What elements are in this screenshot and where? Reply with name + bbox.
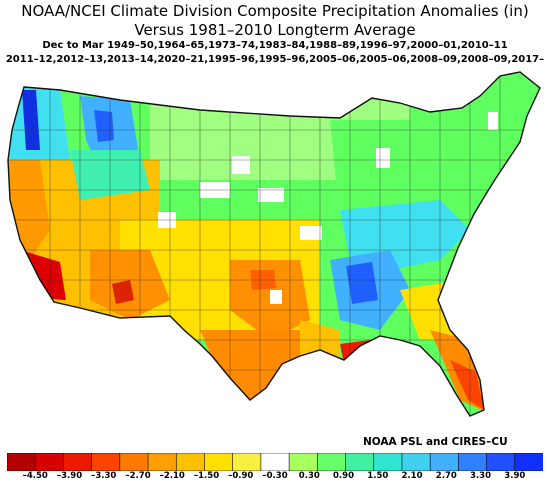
legend-tick-label: 1.50 bbox=[367, 471, 389, 481]
legend-tick-label: –3.90 bbox=[56, 471, 83, 481]
precipitation-anomaly-map bbox=[7, 71, 541, 417]
map-subtitle-line1: Dec to Mar 1949–50,1964–65,1973–74,1983–… bbox=[42, 40, 508, 51]
south-florida-red bbox=[450, 360, 484, 410]
mississippi-dark-blue bbox=[346, 262, 378, 304]
legend-swatch bbox=[34, 453, 65, 471]
arizona-red-patch bbox=[112, 280, 134, 304]
map-title-line1: NOAA/NCEI Climate Division Composite Pre… bbox=[21, 2, 529, 20]
color-legend bbox=[7, 453, 543, 471]
legend-swatch bbox=[232, 453, 262, 471]
legend-tick-label: –1.50 bbox=[193, 471, 220, 481]
legend-tick-label: –3.30 bbox=[91, 471, 117, 481]
legend-swatch bbox=[63, 453, 93, 471]
legend-tick-label: 3.90 bbox=[504, 471, 526, 481]
legend-tick-label: –4.50 bbox=[22, 471, 48, 481]
legend-swatch bbox=[260, 453, 290, 471]
map-subtitle-line2: 2011–12,2012–13,2013–14,2020–21,1995–96,… bbox=[5, 54, 545, 65]
legend-tick-label: –0.90 bbox=[228, 471, 254, 481]
legend-tick-label: 3.30 bbox=[470, 471, 491, 481]
near-zero-patch bbox=[270, 290, 282, 304]
near-zero-patch bbox=[488, 112, 498, 130]
legend-swatch bbox=[345, 453, 375, 471]
legend-tick-label: 0.90 bbox=[333, 471, 354, 481]
idaho-blue bbox=[94, 110, 114, 142]
near-zero-patch bbox=[232, 156, 250, 174]
legend-swatch bbox=[486, 453, 516, 471]
washington-coast-dark-blue bbox=[22, 90, 40, 150]
south-texas-orange bbox=[200, 330, 300, 400]
legend-tick-label: 2.10 bbox=[401, 471, 423, 481]
legend-swatch bbox=[429, 453, 460, 471]
legend-swatch bbox=[91, 453, 121, 471]
ohio-valley-cyan bbox=[340, 200, 470, 270]
legend-swatch bbox=[317, 453, 347, 471]
northeast-green bbox=[440, 80, 540, 200]
near-zero-patch bbox=[300, 226, 322, 240]
map-title-line2: Versus 1981–2010 Longterm Average bbox=[134, 21, 416, 39]
credit-label: NOAA PSL and CIRES–CU bbox=[363, 436, 508, 448]
legend-swatch bbox=[175, 453, 206, 471]
legend-swatch bbox=[458, 453, 488, 471]
legend-tick-label: –2.10 bbox=[159, 471, 185, 481]
louisiana-red bbox=[340, 340, 372, 364]
division-borders bbox=[8, 72, 540, 416]
legend-swatch bbox=[401, 453, 431, 471]
legend-swatch bbox=[204, 453, 234, 471]
legend-swatch bbox=[373, 453, 403, 471]
legend-tick-label: 2.70 bbox=[435, 471, 457, 481]
great-lakes-green bbox=[330, 120, 420, 220]
near-zero-patch bbox=[376, 148, 390, 168]
legend-swatch bbox=[147, 453, 178, 471]
legend-swatch bbox=[119, 453, 149, 471]
legend-tick-label: –2.70 bbox=[125, 471, 151, 481]
legend-tick-label: 0.30 bbox=[298, 471, 320, 481]
legend-swatch bbox=[514, 453, 543, 471]
legend-tick-label: –0.30 bbox=[262, 471, 288, 481]
legend-swatch bbox=[288, 453, 319, 471]
legend-swatch bbox=[7, 453, 37, 471]
near-zero-patch bbox=[258, 188, 284, 202]
